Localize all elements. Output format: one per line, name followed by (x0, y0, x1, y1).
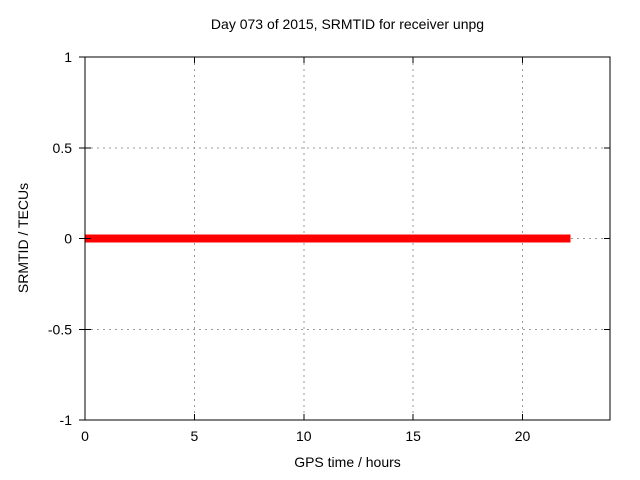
x-tick-label: 0 (81, 428, 89, 444)
chart-title: Day 073 of 2015, SRMTID for receiver unp… (210, 16, 485, 32)
x-tick-label: 5 (190, 428, 198, 444)
y-tick-label: 0.5 (53, 140, 73, 156)
y-tick-label: -0.5 (48, 321, 72, 337)
x-axis-label: GPS time / hours (294, 454, 401, 470)
x-tick-label: 10 (296, 428, 312, 444)
y-tick-label: 0 (64, 231, 72, 247)
y-tick-label: 1 (64, 49, 72, 65)
x-tick-label: 15 (405, 428, 421, 444)
y-tick-label: -1 (60, 412, 73, 428)
x-tick-label: 20 (515, 428, 531, 444)
